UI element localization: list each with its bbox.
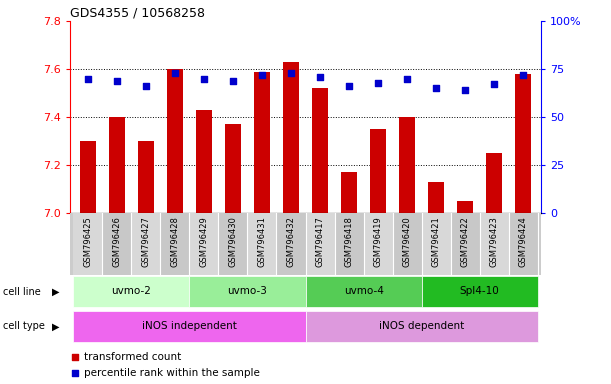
Bar	[306, 311, 538, 342]
Point	[344, 83, 354, 89]
Text: iNOS independent: iNOS independent	[142, 321, 237, 331]
Bar	[341, 172, 357, 213]
Bar	[131, 213, 160, 275]
Text: GSM796419: GSM796419	[373, 216, 382, 267]
Bar	[167, 69, 183, 213]
Point	[431, 85, 441, 91]
Bar	[73, 276, 189, 307]
Bar	[399, 117, 415, 213]
Bar	[393, 213, 422, 275]
Text: cell type: cell type	[3, 321, 45, 331]
Text: transformed count: transformed count	[84, 352, 181, 362]
Bar	[312, 88, 328, 213]
Bar	[480, 213, 509, 275]
Text: GSM796427: GSM796427	[141, 216, 150, 267]
Bar	[509, 213, 538, 275]
Point	[489, 81, 499, 88]
Bar	[247, 213, 276, 275]
Bar	[422, 276, 538, 307]
Text: iNOS dependent: iNOS dependent	[379, 321, 464, 331]
Point	[70, 354, 80, 360]
Text: GSM796421: GSM796421	[432, 216, 441, 267]
Bar	[102, 213, 131, 275]
Point	[402, 76, 412, 82]
Bar	[335, 213, 364, 275]
Bar	[73, 311, 306, 342]
Text: GSM796425: GSM796425	[83, 216, 92, 267]
Text: uvmo-2: uvmo-2	[111, 286, 151, 296]
Bar	[276, 213, 306, 275]
Text: ▶: ▶	[52, 287, 59, 297]
Text: GSM796429: GSM796429	[199, 216, 208, 267]
Bar	[160, 213, 189, 275]
Text: GSM796424: GSM796424	[519, 216, 528, 267]
Bar	[73, 213, 102, 275]
Bar	[196, 110, 212, 213]
Text: Spl4-10: Spl4-10	[460, 286, 500, 296]
Bar	[451, 213, 480, 275]
Text: GSM796430: GSM796430	[229, 216, 238, 267]
Point	[315, 74, 325, 80]
Text: GDS4355 / 10568258: GDS4355 / 10568258	[70, 7, 205, 20]
Text: GSM796417: GSM796417	[315, 216, 324, 267]
Bar	[254, 71, 270, 213]
Bar	[306, 213, 335, 275]
Text: uvmo-3: uvmo-3	[227, 286, 268, 296]
Bar	[225, 124, 241, 213]
Text: GSM796423: GSM796423	[490, 216, 499, 267]
Point	[518, 72, 528, 78]
Bar	[306, 276, 422, 307]
Point	[70, 370, 80, 376]
Bar	[515, 74, 532, 213]
Bar	[422, 213, 451, 275]
Point	[199, 76, 209, 82]
Text: GSM796418: GSM796418	[345, 216, 354, 267]
Point	[141, 83, 151, 89]
Bar	[370, 129, 386, 213]
Text: GSM796431: GSM796431	[257, 216, 266, 267]
Text: uvmo-4: uvmo-4	[343, 286, 384, 296]
Text: percentile rank within the sample: percentile rank within the sample	[84, 368, 260, 378]
Bar	[138, 141, 154, 213]
Bar	[428, 182, 444, 213]
Text: cell line: cell line	[3, 287, 41, 297]
Bar	[457, 201, 473, 213]
Bar	[364, 213, 393, 275]
Point	[83, 76, 93, 82]
Bar	[218, 213, 247, 275]
Bar	[283, 62, 299, 213]
Text: GSM796432: GSM796432	[287, 216, 296, 267]
Bar	[486, 153, 502, 213]
Bar	[189, 276, 306, 307]
Point	[460, 87, 470, 93]
Bar	[189, 213, 218, 275]
Point	[257, 72, 267, 78]
Point	[286, 70, 296, 76]
Bar	[109, 117, 125, 213]
Text: GSM796420: GSM796420	[403, 216, 412, 267]
Point	[170, 70, 180, 76]
Point	[228, 78, 238, 84]
Text: GSM796428: GSM796428	[170, 216, 179, 267]
Point	[112, 78, 122, 84]
Text: ▶: ▶	[52, 321, 59, 331]
Text: GSM796426: GSM796426	[112, 216, 121, 267]
Text: GSM796422: GSM796422	[461, 216, 470, 267]
Bar	[79, 141, 96, 213]
Point	[373, 79, 383, 86]
